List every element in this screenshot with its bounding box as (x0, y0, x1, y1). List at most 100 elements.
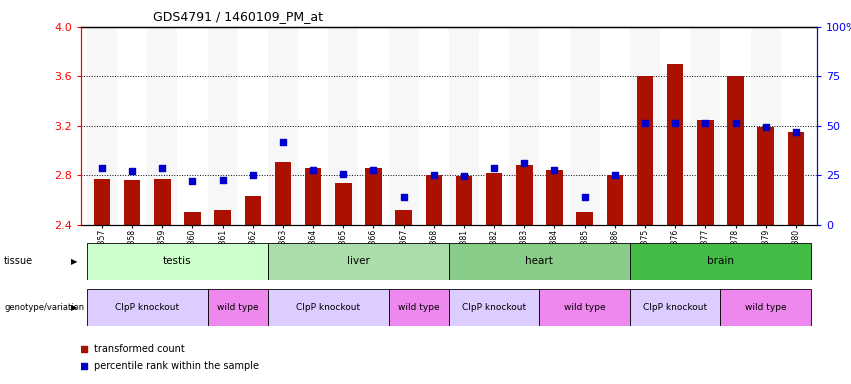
Text: testis: testis (163, 256, 191, 266)
Text: tissue: tissue (4, 256, 33, 266)
Point (517, 160, 531, 166)
Bar (449, 243, 630, 280)
Bar (214, 210, 231, 225)
Text: ClpP knockout: ClpP knockout (462, 303, 526, 312)
Bar (690, 27, 721, 225)
Bar (667, 64, 683, 225)
Bar (177, 27, 208, 225)
Text: wild type: wild type (745, 303, 786, 312)
Text: ▶: ▶ (71, 303, 77, 312)
Point (367, 167, 380, 173)
Bar (244, 196, 261, 225)
Text: wild type: wild type (217, 303, 259, 312)
Bar (358, 27, 389, 225)
Bar (509, 27, 540, 225)
Bar (780, 27, 811, 225)
Bar (637, 76, 654, 225)
Bar (449, 289, 540, 326)
Bar (305, 168, 322, 225)
Bar (569, 27, 600, 225)
Bar (237, 27, 268, 225)
Bar (546, 170, 563, 225)
Bar (630, 243, 811, 280)
Bar (298, 27, 328, 225)
Text: wild type: wild type (398, 303, 440, 312)
Bar (630, 27, 660, 225)
Bar (87, 289, 208, 326)
Bar (787, 132, 804, 225)
Point (156, 165, 169, 171)
Bar (94, 179, 111, 225)
Bar (516, 166, 533, 225)
Bar (328, 27, 358, 225)
Point (397, 194, 410, 200)
Bar (147, 27, 177, 225)
Point (668, 120, 682, 126)
Text: percentile rank within the sample: percentile rank within the sample (94, 361, 259, 371)
Bar (389, 289, 449, 326)
Bar (486, 173, 502, 225)
Bar (455, 176, 472, 225)
Point (789, 129, 802, 135)
Bar (87, 243, 268, 280)
Point (578, 194, 591, 200)
Bar (540, 289, 630, 326)
Bar (540, 27, 569, 225)
Bar (751, 27, 780, 225)
Point (488, 165, 501, 171)
Text: brain: brain (707, 256, 734, 266)
Text: ▶: ▶ (71, 257, 77, 266)
Point (186, 178, 199, 184)
Bar (87, 27, 117, 225)
Bar (721, 27, 751, 225)
Bar (721, 289, 811, 326)
Bar (208, 289, 268, 326)
Bar (268, 27, 298, 225)
Text: liver: liver (347, 256, 370, 266)
Point (95, 165, 109, 171)
Bar (576, 212, 593, 225)
Bar (365, 168, 382, 225)
Bar (124, 180, 140, 225)
Bar (396, 210, 412, 225)
Point (699, 120, 712, 126)
Bar (275, 162, 291, 225)
Point (608, 172, 621, 178)
Bar (607, 175, 623, 225)
Point (728, 120, 742, 126)
Bar (757, 127, 774, 225)
Text: ClpP knockout: ClpP knockout (643, 303, 707, 312)
Bar (184, 212, 201, 225)
Bar (335, 183, 351, 225)
Bar (728, 76, 744, 225)
Bar (154, 179, 170, 225)
Point (77, 362, 91, 369)
Text: ClpP knockout: ClpP knockout (296, 303, 360, 312)
Text: transformed count: transformed count (94, 344, 185, 354)
Bar (479, 27, 509, 225)
Point (548, 167, 562, 173)
Bar (426, 175, 443, 225)
Bar (268, 289, 389, 326)
Bar (697, 119, 714, 225)
Point (77, 346, 91, 352)
Point (246, 172, 260, 178)
Bar (389, 27, 419, 225)
Point (306, 167, 320, 173)
Text: genotype/variation: genotype/variation (4, 303, 84, 312)
Point (336, 171, 350, 177)
Bar (208, 27, 237, 225)
Bar (117, 27, 147, 225)
Bar (630, 289, 721, 326)
Point (759, 124, 773, 130)
Point (457, 173, 471, 179)
Point (125, 169, 139, 175)
Text: ClpP knockout: ClpP knockout (115, 303, 180, 312)
Text: heart: heart (525, 256, 553, 266)
Bar (268, 243, 449, 280)
Text: wild type: wild type (564, 303, 605, 312)
Bar (419, 27, 449, 225)
Point (638, 120, 652, 126)
Point (427, 172, 441, 178)
Text: GDS4791 / 1460109_PM_at: GDS4791 / 1460109_PM_at (153, 10, 323, 23)
